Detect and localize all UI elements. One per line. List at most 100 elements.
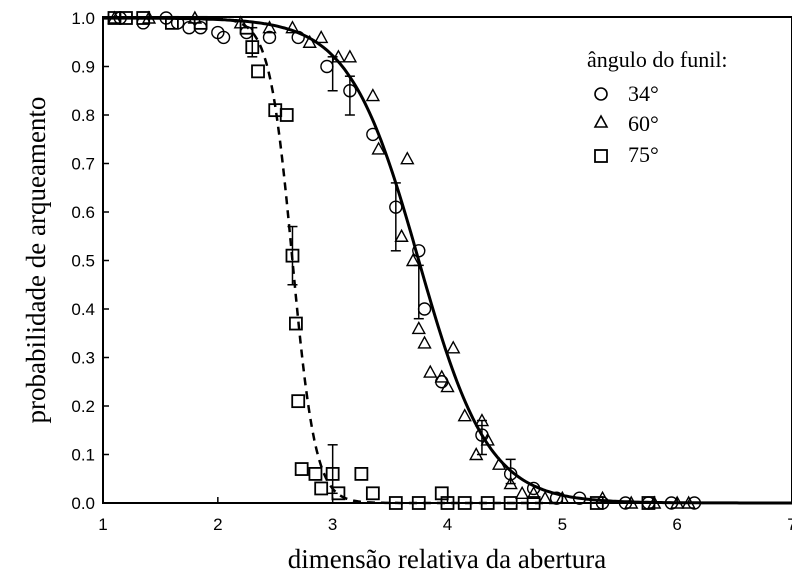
- point-square: [193, 15, 208, 30]
- point-square: [245, 40, 260, 54]
- point-triangle: [503, 476, 518, 490]
- y-tick-label: 0.9: [71, 58, 95, 77]
- fit-curve-solid: [103, 16, 792, 505]
- legend-marker-circle: [594, 87, 608, 101]
- point-triangle: [417, 335, 432, 349]
- point-square: [289, 316, 303, 331]
- point-triangle: [314, 29, 329, 44]
- point-square: [119, 11, 133, 25]
- point-triangle: [394, 228, 409, 242]
- point-triangle: [423, 364, 438, 378]
- point-triangle: [446, 340, 461, 354]
- point-square: [503, 496, 518, 510]
- y-tick-label: 0.7: [71, 155, 95, 174]
- x-tick-label: 4: [443, 515, 452, 534]
- point-square: [314, 481, 329, 496]
- y-tick-label: 0.1: [71, 446, 95, 465]
- point-square: [136, 11, 151, 25]
- legend-marker-triangle: [593, 114, 609, 128]
- point-triangle: [514, 485, 530, 499]
- point-circle: [343, 84, 357, 98]
- fit-curves: [103, 16, 792, 505]
- point-circle: [503, 467, 518, 481]
- point-triangle: [371, 141, 386, 155]
- point-square: [291, 394, 306, 409]
- point-square: [285, 248, 300, 263]
- point-circle: [216, 30, 231, 45]
- legend-label-75: 75°: [628, 142, 659, 167]
- point-triangle: [624, 495, 639, 509]
- point-square: [294, 462, 309, 476]
- point-triangle: [262, 20, 277, 34]
- point-circle: [526, 481, 541, 496]
- point-square: [641, 496, 656, 510]
- point-circle: [417, 302, 432, 316]
- point-square: [480, 496, 495, 510]
- point-triangle: [440, 379, 455, 393]
- point-triangle: [400, 151, 415, 165]
- point-triangle: [491, 456, 507, 470]
- point-triangle: [669, 495, 685, 509]
- point-triangle: [555, 490, 570, 504]
- point-square: [388, 496, 403, 510]
- x-tick-label: 2: [213, 515, 222, 534]
- data-points: [107, 10, 702, 510]
- point-triangle: [342, 49, 358, 63]
- point-triangle: [107, 10, 122, 24]
- point-triangle: [434, 369, 449, 383]
- y-tick-label: 0.3: [71, 349, 95, 368]
- plot-frame: [102, 16, 792, 504]
- point-square: [411, 496, 426, 510]
- y-tick-label: 0.4: [71, 300, 95, 319]
- point-square: [325, 466, 340, 481]
- axis-ticks: 1 2 3 4 5 6 7 0.0 0.1 0.2 0.3 0.4 0.5 0.6 0.7 0.8 0.9 1.0: [71, 9, 792, 534]
- y-tick-label: 0.6: [71, 203, 95, 222]
- point-triangle: [405, 253, 421, 267]
- point-circle: [262, 30, 277, 45]
- point-triangle: [285, 20, 300, 34]
- x-tick-label: 3: [328, 515, 337, 534]
- x-tick-label: 6: [672, 515, 681, 534]
- point-triangle: [302, 34, 317, 48]
- point-triangle: [681, 495, 696, 509]
- point-circle: [412, 244, 426, 258]
- point-circle: [664, 496, 679, 510]
- legend: ângulo do funil: 34° 60° 75°: [587, 47, 728, 167]
- point-triangle: [526, 485, 541, 499]
- point-square: [331, 486, 346, 501]
- point-square: [589, 496, 604, 510]
- legend-marker-square: [594, 149, 608, 163]
- legend-label-34: 34°: [628, 81, 659, 106]
- point-triangle: [365, 88, 381, 102]
- y-tick-label: 0.5: [71, 252, 95, 271]
- point-square: [308, 466, 323, 481]
- point-circle: [618, 496, 633, 510]
- legend-label-60: 60°: [628, 111, 659, 136]
- point-square: [457, 496, 472, 510]
- y-tick-label: 0.2: [71, 397, 95, 416]
- point-triangle: [480, 432, 495, 446]
- point-triangle: [457, 408, 472, 422]
- y-tick-label: 1.0: [71, 9, 95, 28]
- point-circle: [549, 491, 564, 505]
- y-axis-label: probabilidade de arqueamento: [21, 97, 51, 424]
- point-triangle: [469, 447, 484, 461]
- point-square: [239, 20, 254, 35]
- error-bars: [247, 26, 516, 495]
- point-square: [279, 108, 294, 122]
- point-triangle: [537, 490, 553, 504]
- point-square: [526, 496, 541, 510]
- point-square: [440, 496, 455, 510]
- point-triangle: [474, 413, 490, 427]
- point-square: [354, 466, 369, 481]
- point-square: [365, 486, 380, 501]
- point-circle: [687, 496, 702, 510]
- x-tick-label: 7: [787, 515, 792, 534]
- point-triangle: [411, 320, 426, 335]
- point-circle: [572, 491, 587, 505]
- x-tick-label: 5: [558, 515, 567, 534]
- x-tick-label: 1: [98, 515, 107, 534]
- point-square: [251, 64, 265, 79]
- point-circle: [366, 127, 380, 142]
